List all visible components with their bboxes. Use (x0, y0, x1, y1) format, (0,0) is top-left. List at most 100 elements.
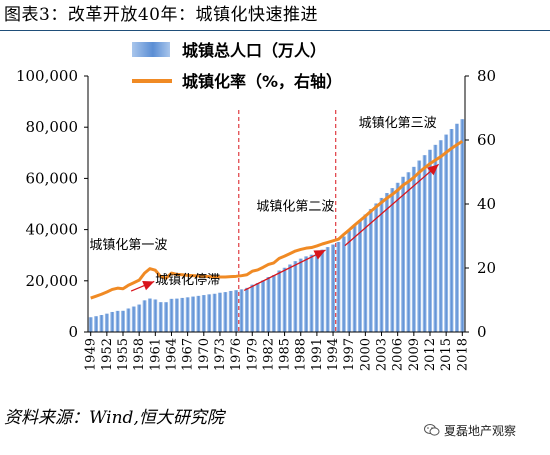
left-axis-tick-label: 60,000 (26, 169, 79, 187)
x-axis-tick-label: 2012 (423, 338, 438, 371)
bar-1976 (234, 290, 239, 332)
bar-1965 (174, 298, 179, 332)
bar-1969 (196, 295, 201, 332)
bar-1949 (88, 317, 93, 332)
x-axis-tick-label: 2018 (455, 338, 470, 371)
x-axis-tick-label: 2000 (358, 338, 373, 371)
bar-1975 (228, 290, 233, 332)
bar-1994 (331, 244, 335, 332)
bar-1990 (309, 254, 314, 332)
bar-2011 (422, 155, 427, 332)
bar-2008 (406, 172, 411, 332)
x-axis-tick-label: 1964 (164, 338, 179, 371)
x-axis-tick-label: 1991 (310, 338, 325, 371)
trend-arrow-head-1 (142, 281, 155, 291)
bar-1998 (352, 225, 357, 332)
trend-arrow-line-2 (243, 249, 326, 291)
bar-1973 (218, 292, 222, 332)
x-axis-tick-label: 1949 (84, 338, 99, 371)
bar-1960 (148, 298, 152, 332)
legend-line-label: 城镇化率（%，右轴） (182, 72, 342, 91)
bar-1980 (255, 283, 260, 332)
x-axis-tick-label: 1976 (229, 338, 244, 371)
x-axis-tick-label: 2003 (375, 338, 390, 371)
bar-1978 (244, 287, 249, 332)
x-axis-tick-label: 1961 (148, 338, 163, 371)
bar-2001 (368, 208, 373, 332)
bar-1951 (99, 315, 104, 332)
bar-1954 (115, 310, 120, 332)
x-axis-tick-label: 2015 (439, 338, 454, 371)
bar-1997 (347, 231, 352, 332)
right-axis-tick-label: 40 (477, 195, 496, 213)
bar-1996 (341, 236, 346, 332)
x-axis-tick-label: 1973 (213, 338, 228, 371)
x-axis-tick-label: 1997 (342, 338, 357, 371)
bar-1950 (94, 316, 99, 332)
bar-1953 (110, 311, 115, 332)
x-axis-tick-label: 2009 (407, 338, 422, 371)
annotation-label-1: 城镇化第一波 (89, 238, 167, 253)
wechat-icon (424, 424, 440, 436)
bar-2012 (428, 149, 432, 332)
left-axis-tick-label: 100,000 (16, 67, 78, 85)
bar-2013 (433, 144, 438, 332)
bar-1979 (250, 284, 255, 332)
bar-2010 (417, 160, 422, 332)
x-axis-tick-label: 1985 (278, 338, 293, 371)
left-axis-tick-label: 80,000 (26, 118, 79, 136)
x-axis-tick-label: 2006 (391, 338, 406, 371)
bar-2017 (454, 123, 459, 332)
bar-2014 (438, 140, 443, 332)
right-axis-tick-label: 80 (477, 67, 496, 85)
bar-1992 (320, 249, 325, 332)
x-axis-tick-label: 1952 (100, 338, 115, 371)
bar-1981 (261, 280, 265, 332)
x-axis-tick-label: 1988 (294, 338, 309, 371)
bar-1985 (282, 267, 287, 332)
annotation-label-4: 城镇化第三波 (359, 116, 437, 131)
bar-1986 (288, 264, 292, 332)
bar-2006 (395, 182, 400, 332)
bar-1966 (180, 297, 185, 332)
bar-1952 (104, 313, 109, 332)
trend-arrow-head-2 (313, 250, 326, 260)
bar-1956 (126, 308, 131, 332)
bar-1967 (185, 297, 190, 332)
bar-2000 (363, 214, 368, 332)
watermark: 夏磊地产观察 (424, 419, 516, 441)
bar-1983 (271, 274, 276, 332)
x-axis-tick-label: 1979 (245, 338, 260, 371)
bar-1995 (336, 241, 341, 332)
bar-2004 (384, 193, 389, 332)
bar-1958 (137, 304, 142, 332)
x-axis-tick-label: 1982 (261, 338, 276, 371)
right-axis-tick-label: 20 (477, 259, 496, 277)
bar-2009 (411, 166, 416, 332)
bar-1993 (325, 247, 330, 332)
trend-arrow-line-3 (344, 163, 440, 247)
urbanization-rate-line (90, 140, 464, 300)
bar-1988 (298, 258, 303, 332)
annotation-label-2: 城镇化停滞 (155, 272, 220, 288)
bar-1977 (239, 289, 244, 332)
bar-1974 (223, 292, 228, 332)
bar-1970 (201, 295, 206, 332)
bar-1963 (164, 302, 169, 332)
x-axis-tick-label: 1958 (132, 338, 147, 371)
right-axis-tick-label: 60 (477, 131, 496, 149)
x-axis-tick-label: 1955 (116, 338, 131, 371)
bar-2003 (379, 197, 384, 332)
right-axis-tick-label: 0 (477, 323, 487, 341)
left-axis-tick-label: 20,000 (26, 272, 79, 290)
bar-1962 (158, 302, 163, 332)
bar-2016 (449, 129, 454, 332)
x-axis-tick-label: 1967 (181, 338, 196, 371)
bar-1955 (121, 310, 125, 332)
left-axis-tick-label: 0 (68, 323, 78, 341)
bar-1972 (212, 293, 217, 332)
trend-arrow-head-3 (427, 164, 439, 176)
bar-2007 (401, 176, 406, 332)
bar-1999 (358, 220, 362, 332)
